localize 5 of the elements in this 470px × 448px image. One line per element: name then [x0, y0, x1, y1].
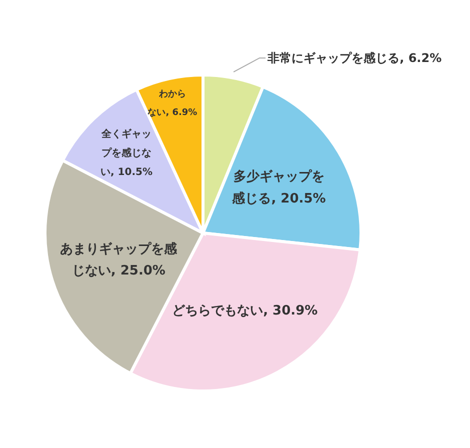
slice-label: どちらでもない, 30.9%	[172, 303, 318, 318]
slice-label: 全くギャップを感じない, 10.5%	[100, 128, 153, 178]
slice-label: 非常にギャップを感じる, 6.2%	[266, 50, 442, 65]
slice-label: 多少ギャップを感じる, 20.5%	[231, 168, 326, 206]
slice-label: あまりギャップを感じない, 25.0%	[60, 240, 178, 278]
